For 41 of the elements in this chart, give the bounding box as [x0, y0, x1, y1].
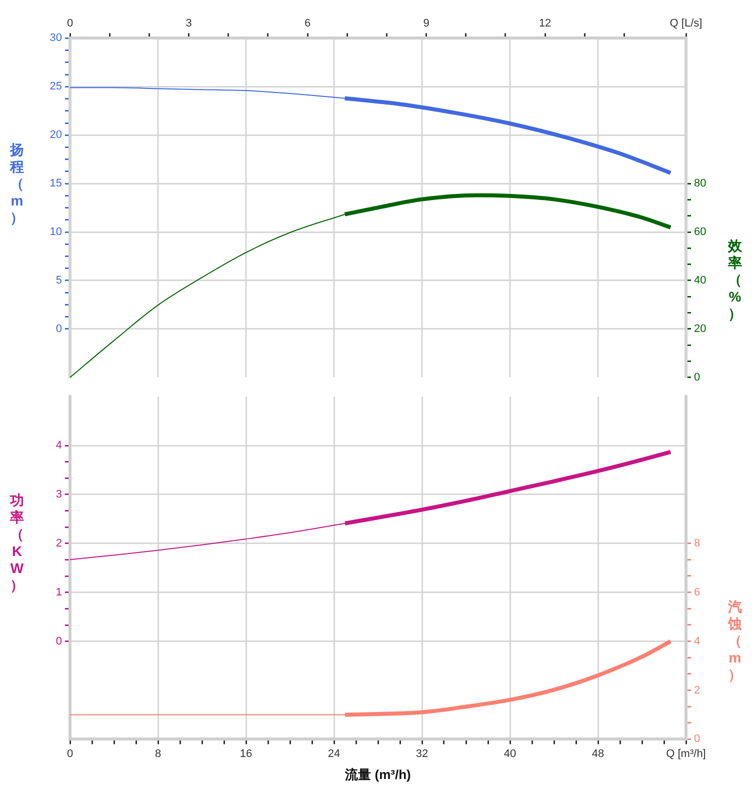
x-tick-label: 9 [423, 18, 430, 30]
y-tick-label: 0 [56, 322, 62, 335]
x-axis-title: 流量 (m³/h) [344, 766, 411, 782]
x-tick-label: Q [L/s] [670, 18, 702, 30]
y2-axis-title: 汽蚀（m） [726, 598, 743, 684]
y-axis-title: 功率（KW） [9, 492, 25, 594]
y2-tick-label: 0 [694, 371, 700, 384]
y-tick-label: 30 [50, 32, 62, 44]
x-tick-label: 32 [416, 748, 428, 760]
y-tick-label: 4 [56, 440, 62, 452]
y-tick-label: 1 [56, 586, 62, 598]
y-tick-label: 20 [50, 129, 62, 142]
y2-tick-label: 0 [694, 733, 700, 746]
x-tick-label: 40 [504, 748, 516, 760]
y-tick-label: 0 [56, 635, 62, 648]
y-axis-title: 扬程（m） [8, 141, 25, 226]
y2-tick-label: 80 [694, 178, 706, 190]
y-tick-label: 15 [50, 178, 62, 190]
y2-tick-label: 40 [694, 274, 706, 287]
x-tick-label: 16 [240, 748, 252, 760]
y2-tick-label: 4 [694, 635, 700, 648]
y2-tick-label: 2 [694, 684, 700, 696]
x-tick-label: 48 [592, 748, 604, 760]
x-tick-label: 6 [304, 18, 311, 30]
x-tick-label: 12 [538, 18, 552, 30]
x-tick-label: 0 [66, 18, 74, 30]
y2-tick-label: 20 [694, 322, 706, 335]
x-tick-label: 8 [154, 748, 162, 760]
x-tick-label: 3 [186, 18, 192, 30]
y2-tick-label: 60 [694, 226, 706, 238]
y-tick-label: 10 [50, 226, 62, 238]
y2-axis-title: 效率（%） [726, 238, 743, 323]
x-tick-label: Q [m³/h] [666, 748, 706, 760]
y-tick-label: 5 [56, 274, 62, 287]
y2-tick-label: 6 [694, 586, 700, 598]
y-tick-label: 2 [56, 537, 62, 550]
y-tick-label: 25 [50, 80, 62, 93]
x-tick-label: 0 [66, 748, 74, 760]
y-tick-label: 3 [56, 488, 62, 501]
y2-tick-label: 8 [694, 537, 700, 550]
x-tick-label: 24 [328, 748, 340, 760]
